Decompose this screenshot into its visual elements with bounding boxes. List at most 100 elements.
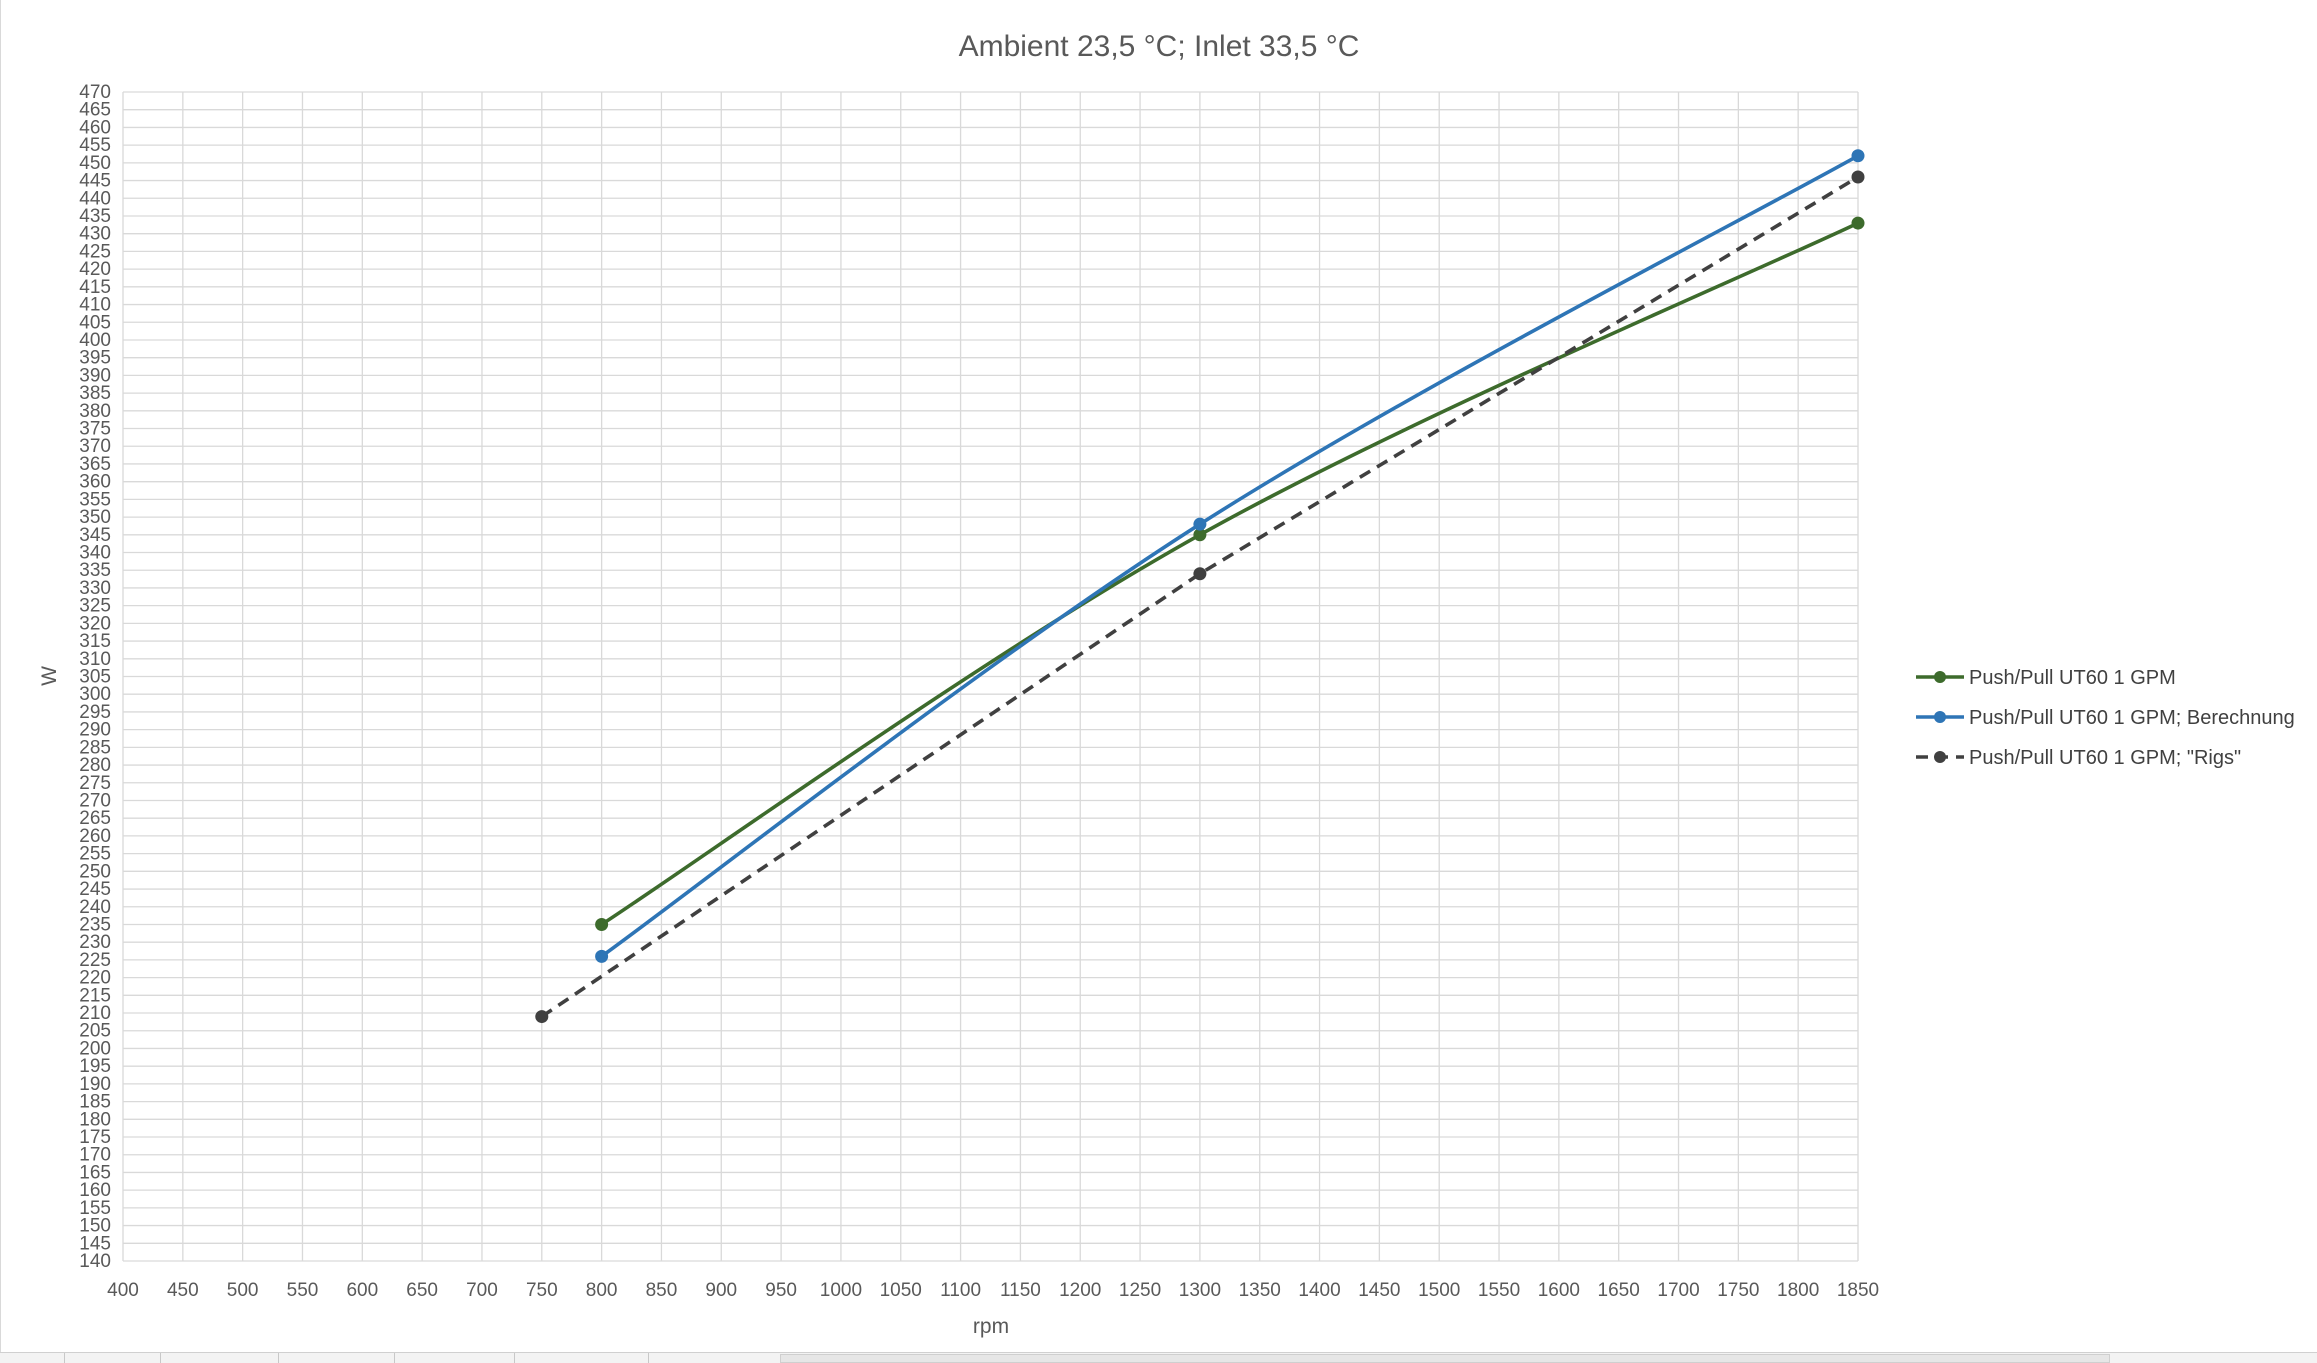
y-tick-label: 355 <box>79 489 111 510</box>
axis-ticks: 1401451501551601651701751801851901952002… <box>79 82 1879 1301</box>
x-tick-label: 1150 <box>1000 1280 1041 1301</box>
y-tick-label: 445 <box>79 171 111 192</box>
y-tick-label: 305 <box>79 667 111 688</box>
legend-label: Push/Pull UT60 1 GPM <box>1969 667 2176 689</box>
sheet-tab[interactable] <box>394 1353 515 1363</box>
y-tick-label: 385 <box>79 383 111 404</box>
x-tick-label: 950 <box>765 1280 797 1301</box>
x-tick-label: 1700 <box>1657 1280 1699 1301</box>
x-tick-label: 1500 <box>1418 1280 1460 1301</box>
x-tick-label: 1350 <box>1239 1280 1281 1301</box>
y-tick-label: 230 <box>79 932 111 953</box>
sheet-tab[interactable] <box>514 1353 649 1363</box>
y-axis-title: W <box>38 666 61 686</box>
y-tick-label: 350 <box>79 507 111 528</box>
data-point[interactable] <box>1851 170 1865 184</box>
y-tick-label: 315 <box>79 631 111 652</box>
x-tick-label: 1650 <box>1598 1280 1640 1301</box>
y-tick-label: 295 <box>79 702 111 723</box>
legend-marker <box>1934 671 1946 683</box>
x-tick-label: 1100 <box>940 1280 981 1301</box>
y-tick-label: 450 <box>79 153 111 174</box>
series-lines <box>535 149 1865 1024</box>
y-tick-label: 200 <box>79 1038 111 1059</box>
y-tick-label: 365 <box>79 454 111 475</box>
y-tick-label: 225 <box>79 950 111 971</box>
legend-entry[interactable]: Push/Pull UT60 1 GPM; "Rigs" <box>1916 747 2241 769</box>
legend-marker <box>1934 751 1946 763</box>
data-point[interactable] <box>1193 517 1207 531</box>
y-tick-label: 310 <box>79 649 111 670</box>
x-tick-label: 900 <box>705 1280 737 1301</box>
legend[interactable]: Push/Pull UT60 1 GPM Push/Pull UT60 1 GPM… <box>1916 667 2295 769</box>
data-point[interactable] <box>1851 149 1865 163</box>
data-point[interactable] <box>535 1010 549 1024</box>
horizontal-scrollbar[interactable] <box>780 1354 2110 1363</box>
x-tick-label: 800 <box>586 1280 618 1301</box>
chart-title: Ambient 23,5 °C; Inlet 33,5 °C <box>959 30 1360 63</box>
x-tick-label: 1550 <box>1478 1280 1520 1301</box>
x-axis-title: rpm <box>973 1315 1009 1338</box>
data-point[interactable] <box>1193 567 1207 581</box>
y-tick-label: 265 <box>79 808 111 829</box>
data-point[interactable] <box>595 917 609 931</box>
y-tick-label: 215 <box>79 985 111 1006</box>
x-tick-label: 600 <box>346 1280 378 1301</box>
y-tick-label: 440 <box>79 188 111 209</box>
y-tick-label: 280 <box>79 755 111 776</box>
y-tick-label: 260 <box>79 826 111 847</box>
sheet-tab[interactable] <box>64 1353 161 1363</box>
y-tick-label: 180 <box>79 1109 111 1130</box>
y-tick-label: 420 <box>79 259 111 280</box>
y-tick-label: 255 <box>79 844 111 865</box>
y-tick-label: 375 <box>79 419 111 440</box>
y-tick-label: 390 <box>79 365 111 386</box>
x-tick-label: 1400 <box>1298 1280 1340 1301</box>
sheet-tab[interactable] <box>278 1353 395 1363</box>
y-tick-label: 335 <box>79 560 111 581</box>
y-tick-label: 330 <box>79 578 111 599</box>
legend-marker <box>1934 711 1946 723</box>
y-tick-label: 235 <box>79 914 111 935</box>
y-tick-label: 380 <box>79 401 111 422</box>
y-tick-label: 460 <box>79 117 111 138</box>
y-tick-label: 300 <box>79 684 111 705</box>
y-tick-label: 185 <box>79 1092 111 1113</box>
data-point[interactable] <box>1851 216 1865 230</box>
y-tick-label: 395 <box>79 348 111 369</box>
x-tick-label: 1050 <box>880 1280 922 1301</box>
sheet-tab[interactable] <box>160 1353 279 1363</box>
data-point[interactable] <box>595 949 609 963</box>
y-tick-label: 275 <box>79 773 111 794</box>
y-tick-label: 415 <box>79 277 111 298</box>
legend-entry[interactable]: Push/Pull UT60 1 GPM; Berechnung <box>1916 707 2295 729</box>
x-tick-label: 650 <box>406 1280 438 1301</box>
legend-label: Push/Pull UT60 1 GPM; "Rigs" <box>1969 747 2241 769</box>
x-tick-label: 500 <box>227 1280 259 1301</box>
y-tick-label: 205 <box>79 1021 111 1042</box>
y-tick-label: 430 <box>79 224 111 245</box>
legend-entry[interactable]: Push/Pull UT60 1 GPM <box>1916 667 2176 689</box>
y-tick-label: 150 <box>79 1216 111 1237</box>
y-tick-label: 145 <box>79 1233 111 1254</box>
y-tick-label: 270 <box>79 790 111 811</box>
y-tick-label: 250 <box>79 861 111 882</box>
x-tick-label: 1000 <box>820 1280 862 1301</box>
x-tick-label: 1850 <box>1837 1280 1879 1301</box>
x-tick-label: 1600 <box>1538 1280 1580 1301</box>
y-tick-label: 425 <box>79 241 111 262</box>
y-tick-label: 220 <box>79 968 111 989</box>
y-tick-label: 360 <box>79 472 111 493</box>
x-tick-label: 1450 <box>1358 1280 1400 1301</box>
x-tick-label: 1750 <box>1717 1280 1759 1301</box>
sheet-tab[interactable] <box>0 1353 65 1363</box>
y-tick-label: 240 <box>79 897 111 918</box>
x-tick-label: 750 <box>526 1280 558 1301</box>
data-point[interactable] <box>1193 528 1207 542</box>
legend-label: Push/Pull UT60 1 GPM; Berechnung <box>1969 707 2295 729</box>
y-tick-label: 160 <box>79 1180 111 1201</box>
series-line-3[interactable] <box>540 175 1859 1019</box>
